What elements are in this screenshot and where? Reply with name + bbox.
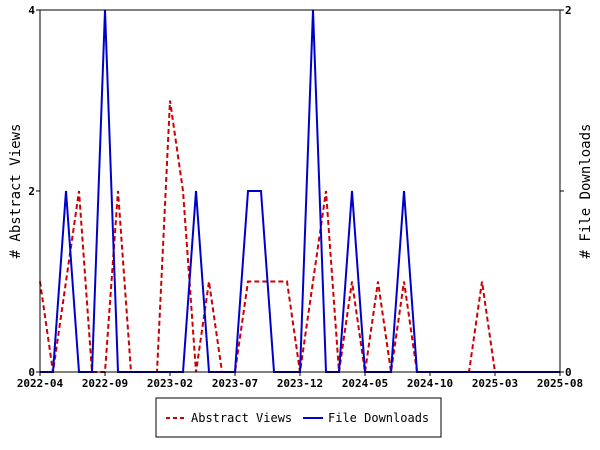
x-tick-label: 2025-03 <box>472 377 518 390</box>
y-tick-label-right: 0 <box>565 366 572 379</box>
x-tick-label: 2024-05 <box>342 377 388 390</box>
legend-label-file-downloads: File Downloads <box>328 411 429 425</box>
y-tick-label-left: 0 <box>28 366 35 379</box>
x-tick-label: 2023-02 <box>147 377 193 390</box>
x-tick-label: 2022-04 <box>17 377 64 390</box>
y-axis-title-left: # Abstract Views <box>8 124 24 259</box>
x-tick-label: 2022-09 <box>82 377 128 390</box>
legend-box <box>155 397 442 438</box>
x-tick-label: 2023-07 <box>212 377 258 390</box>
y-axis-title-right: # File Downloads <box>578 124 594 259</box>
y-tick-label-left: 2 <box>28 185 35 198</box>
legend-label-abstract-views: Abstract Views <box>191 411 292 425</box>
y-tick-label-right: 2 <box>565 4 572 17</box>
y-tick-label-left: 4 <box>28 4 35 17</box>
x-tick-label: 2023-12 <box>277 377 323 390</box>
legend: Abstract Views File Downloads <box>155 397 442 438</box>
axis-ticks: 2022-04 2022-09 2023-02 2023-07 2023-12 2024-… <box>17 4 583 390</box>
x-tick-label: 2024-10 <box>407 377 453 390</box>
x-tick-label: 2025-08 <box>537 377 583 390</box>
